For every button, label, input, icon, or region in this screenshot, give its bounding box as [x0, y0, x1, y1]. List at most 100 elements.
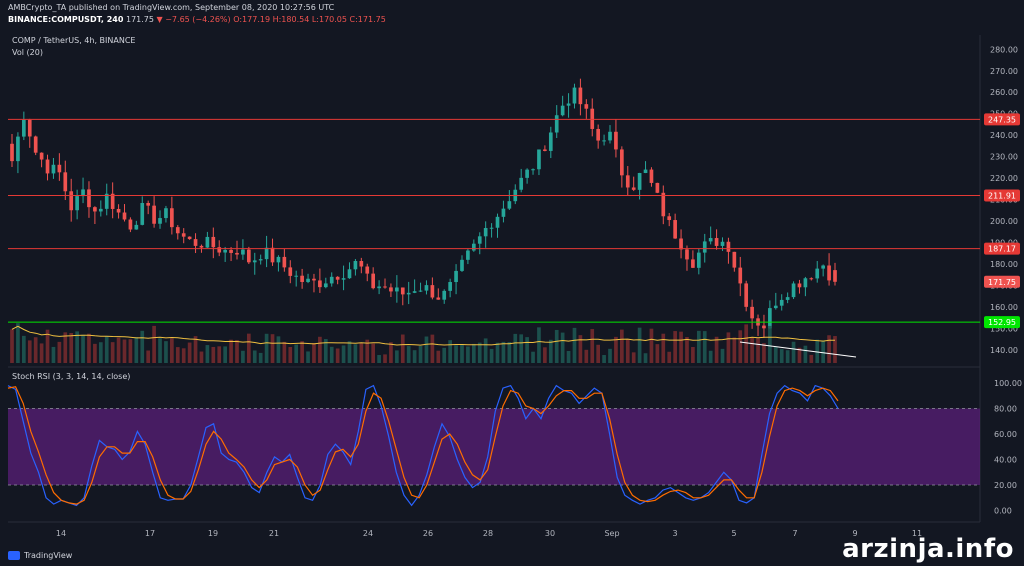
candle-body: [519, 177, 524, 190]
candle-body: [353, 261, 358, 270]
volume-bar: [81, 334, 85, 363]
volume-bar: [442, 347, 447, 363]
candle-body: [134, 224, 139, 230]
candle-body: [33, 136, 38, 153]
candle-body: [140, 202, 145, 225]
trend-line: [739, 341, 857, 358]
volume-bar: [418, 345, 423, 363]
volume-bar: [116, 337, 121, 363]
candle-body: [685, 249, 689, 260]
candle-body: [424, 285, 429, 291]
candle-body: [294, 275, 299, 277]
volume-bar: [75, 331, 79, 363]
candle-body: [691, 259, 695, 268]
volume-bar: [424, 336, 429, 363]
volume-bar: [454, 345, 458, 363]
volume-bar: [39, 343, 44, 363]
candle-body: [750, 306, 754, 319]
price-tick-label: 220.00: [990, 174, 1018, 183]
price-tick-label: 230.00: [990, 153, 1018, 162]
candle-body: [833, 270, 837, 282]
candle-body: [389, 287, 393, 292]
candle-body: [323, 283, 328, 288]
volume-bar: [300, 341, 304, 363]
volume-bar: [691, 346, 695, 363]
volume-bar: [791, 341, 796, 363]
volume-bar: [389, 342, 393, 363]
volume-bar: [649, 328, 654, 363]
candle-body: [341, 278, 346, 280]
candle-body: [531, 169, 535, 171]
tradingview-logo[interactable]: TradingView: [8, 551, 72, 560]
volume-bar: [193, 336, 198, 363]
candle-body: [430, 285, 435, 298]
time-tick-label: 14: [56, 529, 66, 538]
volume-bar: [323, 339, 328, 363]
candle-body: [39, 152, 44, 160]
volume-bar: [732, 337, 737, 363]
candle-body: [762, 325, 766, 329]
candle-body: [329, 276, 334, 284]
candle-body: [406, 292, 411, 295]
candle-body: [673, 220, 677, 239]
volume-bar: [566, 350, 571, 363]
level-label-bg: [984, 316, 1020, 329]
volume-bar: [264, 333, 269, 363]
candle-body: [347, 269, 352, 279]
candle-body: [199, 245, 204, 248]
candle-body: [501, 208, 506, 217]
volume-bar: [110, 342, 115, 363]
candle-body: [193, 239, 198, 246]
volume-bar: [312, 343, 316, 363]
volume-bar: [69, 333, 74, 363]
volume-bar: [282, 341, 287, 363]
volume-bar: [720, 348, 725, 363]
candle-body: [252, 260, 257, 263]
price-tick-label: 280.00: [990, 45, 1018, 54]
stoch-d-line: [7, 386, 839, 505]
volume-bar: [460, 344, 464, 363]
candle-body: [726, 241, 731, 252]
candle-body: [578, 87, 583, 105]
candle-body: [661, 192, 666, 217]
candle-body: [270, 247, 275, 263]
volume-bar: [341, 345, 346, 363]
candle-body: [235, 252, 239, 255]
candle-body: [708, 238, 713, 242]
publisher-line: AMBCrypto_TA published on TradingView.co…: [8, 3, 334, 13]
candle-body: [75, 196, 79, 211]
watermark: arzinja.info: [842, 534, 1014, 564]
volume-bar: [584, 349, 589, 363]
volume-bar: [537, 327, 541, 363]
volume-bar: [33, 337, 38, 363]
level-label: 187.17: [988, 245, 1016, 254]
volume-bar: [744, 324, 749, 363]
volume-bar: [51, 346, 56, 363]
volume-bar: [809, 354, 814, 363]
candle-body: [442, 290, 447, 300]
candle-body: [110, 193, 115, 209]
volume-bar: [738, 330, 743, 363]
level-label-bg: [984, 242, 1020, 255]
candle-body: [365, 266, 370, 274]
volume-bar: [10, 329, 14, 363]
symbol-line: BINANCE:COMPUSDT, 240 171.75 ▼ −7.65 (−4…: [8, 15, 386, 25]
volume-bar: [768, 325, 772, 363]
candle-body: [63, 172, 68, 192]
candle-body: [785, 297, 790, 300]
volume-bar: [655, 344, 660, 363]
volume-bar: [483, 338, 488, 363]
candle-body: [471, 243, 476, 251]
time-tick-label: 21: [269, 529, 279, 538]
volume-bar: [98, 342, 103, 363]
volume-bar: [377, 355, 381, 363]
candle-body: [16, 136, 20, 162]
candle-body: [454, 270, 458, 283]
candle-body: [720, 241, 725, 246]
symbol-text[interactable]: BINANCE:COMPUSDT, 240: [8, 15, 124, 24]
volume-bar: [620, 329, 624, 363]
volume-bar: [685, 337, 689, 363]
price-tick-label: 140.00: [990, 346, 1018, 355]
candle-body: [175, 227, 180, 234]
